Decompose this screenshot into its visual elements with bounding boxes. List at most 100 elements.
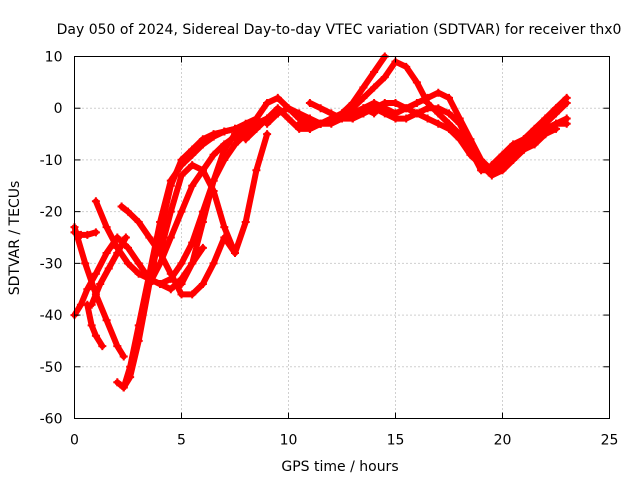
data-point-marker: [124, 259, 132, 268]
y-tick-labels: -60 -50 -40 -30 -20 -10 0 10: [40, 50, 63, 428]
data-point-marker: [445, 93, 453, 102]
data-point-marker: [119, 383, 128, 392]
data-point-marker: [338, 114, 346, 123]
data-point-marker: [552, 124, 560, 133]
data-point-marker: [156, 217, 165, 226]
data-point-marker: [455, 119, 464, 128]
data-point-marker: [252, 114, 261, 123]
data-point-marker: [166, 269, 175, 278]
data-point-marker: [166, 176, 175, 185]
data-point-marker: [113, 249, 122, 258]
series-track-13: [231, 88, 571, 175]
data-point-marker: [305, 124, 314, 133]
data-point-marker: [177, 259, 186, 268]
data-point-marker: [91, 269, 100, 278]
data-point-marker: [198, 166, 207, 175]
data-point-marker: [113, 378, 122, 387]
y-tick-label: 0: [54, 101, 63, 117]
data-point-marker: [102, 249, 111, 258]
series-track-17: [348, 99, 560, 175]
data-point-marker: [119, 352, 128, 361]
series-track-19: [487, 93, 571, 170]
data-point-marker: [348, 109, 357, 118]
data-point-marker: [380, 109, 389, 118]
data-point-marker: [412, 99, 421, 108]
data-point-marker: [316, 119, 325, 128]
data-point-marker: [83, 300, 92, 309]
data-point-marker: [423, 114, 432, 123]
data-point-marker: [231, 249, 239, 258]
data-point-marker: [434, 119, 443, 128]
data-point-marker: [231, 140, 239, 149]
data-point-marker: [466, 150, 475, 159]
data-point-marker: [498, 161, 507, 170]
data-point-marker: [81, 259, 90, 268]
data-point-marker: [327, 109, 336, 118]
series-track-3: [70, 223, 128, 361]
series-track-5: [87, 233, 130, 309]
data-point-marker: [188, 259, 197, 268]
x-tick-label: 5: [177, 433, 186, 449]
data-point-marker: [209, 150, 218, 159]
data-point-marker: [402, 114, 411, 123]
data-point-marker: [231, 124, 239, 133]
data-point-marker: [402, 62, 411, 71]
data-point-marker: [209, 176, 218, 185]
y-tick-label: -50: [40, 360, 63, 376]
data-point-marker: [455, 135, 464, 144]
data-point-marker: [273, 109, 282, 118]
data-point-marker: [96, 280, 105, 289]
data-point-marker: [121, 233, 130, 242]
data-point-marker: [177, 290, 186, 299]
data-point-marker: [104, 264, 113, 273]
x-tick-labels: 0 5 10 15 20 25: [70, 433, 618, 449]
data-point-marker: [91, 331, 100, 340]
data-point-marker: [359, 83, 368, 92]
data-point-marker: [166, 285, 175, 294]
data-point-marker: [541, 130, 550, 139]
series-track-9: [117, 202, 239, 299]
data-point-marker: [117, 202, 126, 211]
data-point-marker: [412, 78, 421, 87]
data-point-marker: [83, 230, 92, 239]
data-point-marker: [134, 321, 143, 330]
data-point-marker: [562, 119, 571, 128]
data-point-marker: [156, 249, 165, 258]
data-point-marker: [124, 207, 132, 216]
y-tick-label: -10: [40, 153, 63, 169]
data-point-marker: [220, 145, 229, 154]
data-point-marker: [134, 217, 143, 226]
data-point-marker: [305, 114, 314, 123]
x-tick-label: 20: [494, 433, 512, 449]
data-point-marker: [295, 109, 304, 118]
data-point-marker: [177, 280, 186, 289]
data-point-marker: [487, 161, 496, 170]
data-point-marker: [87, 321, 96, 330]
data-point-marker: [391, 99, 400, 108]
y-tick-label: -60: [40, 412, 63, 428]
data-point-marker: [126, 362, 135, 371]
data-point-marker: [263, 99, 272, 108]
data-point-marker: [263, 119, 272, 128]
data-point-marker: [519, 145, 528, 154]
data-point-marker: [273, 93, 282, 102]
data-point-marker: [509, 150, 518, 159]
data-point-marker: [509, 140, 518, 149]
data-point-marker: [252, 166, 261, 175]
data-point-marker: [519, 135, 528, 144]
data-point-marker: [359, 104, 368, 113]
data-point-marker: [380, 99, 389, 108]
data-point-marker: [220, 127, 229, 136]
data-point-marker: [145, 233, 154, 242]
tick-marks: [74, 56, 610, 419]
data-point-marker: [252, 124, 261, 133]
data-point-marker: [134, 269, 143, 278]
plot-frame: [74, 56, 610, 419]
data-point-marker: [391, 114, 400, 123]
data-point-marker: [188, 290, 197, 299]
data-point-marker: [102, 316, 111, 325]
x-tick-label: 0: [70, 433, 79, 449]
data-point-marker: [498, 150, 507, 159]
data-point-marker: [83, 285, 92, 294]
